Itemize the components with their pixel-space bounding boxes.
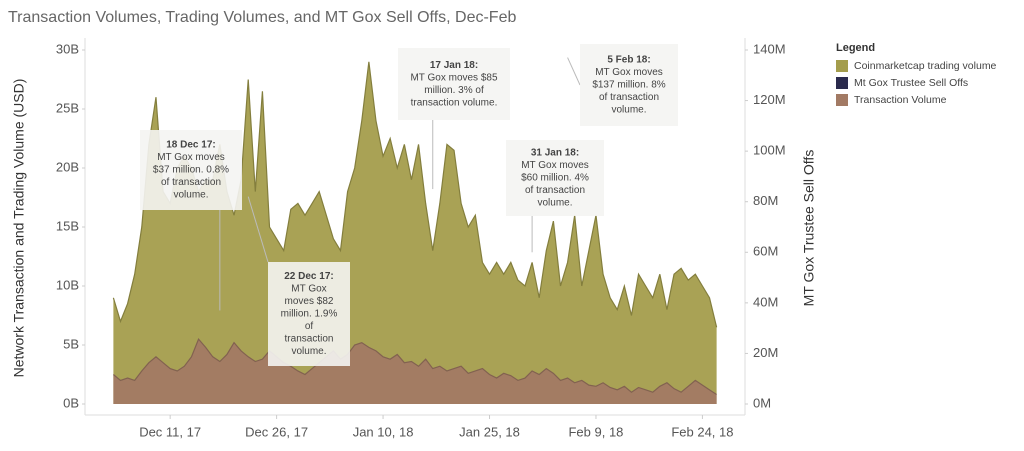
x-tick-label: Dec 11, 17 [139, 424, 201, 439]
y2-tick-label: 0M [753, 395, 771, 410]
annotation-text: 22 Dec 17: [284, 271, 333, 282]
y-tick-label: 15B [56, 218, 79, 233]
annotation-leader [567, 57, 581, 86]
annotation-box [506, 140, 604, 216]
x-tick-label: Jan 25, 18 [459, 424, 520, 439]
x-tick-label: Jan 10, 18 [353, 424, 414, 439]
annotation-text: 17 Jan 18: [430, 60, 478, 71]
annotation-text: volume. [537, 198, 572, 209]
y-tick-label: 5B [63, 336, 79, 351]
annotation-text: MT Gox moves $85 [410, 72, 498, 83]
annotation-text: 5 Feb 18: [607, 55, 650, 66]
y2-tick-label: 80M [753, 193, 778, 208]
annotation-text: 18 Dec 17: [166, 140, 215, 151]
annotation-box [398, 48, 510, 120]
area-line [113, 337, 717, 396]
y2-tick-label: 20M [753, 345, 778, 360]
annotation-text: of [305, 321, 314, 332]
annotation-text: volume. [611, 105, 646, 116]
annotation-box [140, 130, 242, 210]
area [113, 61, 717, 405]
annotation-text: volume. [173, 190, 208, 201]
legend-swatch [836, 60, 848, 72]
annotation-text: $137 million. 8% [592, 80, 665, 91]
legend-swatch [836, 77, 848, 89]
annotation-text: volume. [291, 346, 326, 357]
y-tick-label: 0B [63, 395, 79, 410]
annotation-text: of transaction [599, 92, 659, 103]
area [113, 339, 717, 404]
annotation-text: MT Gox moves [521, 160, 589, 171]
annotation-box [268, 262, 350, 366]
legend-label: Mt Gox Trustee Sell Offs [854, 77, 968, 89]
y2-tick-label: 60M [753, 244, 778, 259]
annotation-text: million. 3% of [424, 85, 484, 96]
x-tick-label: Feb 9, 18 [568, 424, 623, 439]
annotation-text: of transaction [525, 185, 585, 196]
annotation-leader [247, 196, 269, 263]
annotation-text: million. 1.9% [281, 309, 338, 320]
legend-title: Legend [836, 42, 875, 54]
annotation-text: transaction volume. [411, 97, 498, 108]
chart-title: Transaction Volumes, Trading Volumes, an… [8, 9, 516, 26]
annotation-text: 31 Jan 18: [531, 148, 579, 159]
y-tick-label: 25B [56, 100, 79, 115]
annotation-box [580, 44, 678, 126]
y2-tick-label: 140M [753, 41, 786, 56]
annotation-text: MT Gox moves [595, 67, 663, 78]
annotation-text: $37 million. 0.8% [153, 165, 229, 176]
y-tick-label: 30B [56, 41, 79, 56]
y-tick-label: 10B [56, 277, 79, 292]
annotation-text: MT Gox [291, 284, 326, 295]
annotation-text: $60 million. 4% [521, 173, 589, 184]
y2-axis-label: MT Gox Trustee Sell Offs [801, 150, 817, 307]
legend-label: Transaction Volume [854, 94, 947, 106]
y2-tick-label: 100M [753, 143, 786, 158]
annotation-text: of transaction [161, 177, 221, 188]
legend-swatch [836, 94, 848, 106]
y2-tick-label: 120M [753, 92, 786, 107]
y-tick-label: 20B [56, 159, 79, 174]
annotation-text: moves $82 [285, 296, 334, 307]
annotation-text: transaction [285, 334, 334, 345]
y2-tick-label: 40M [753, 294, 778, 309]
x-tick-label: Dec 26, 17 [245, 424, 308, 439]
y-axis-label: Network Transaction and Trading Volume (… [11, 79, 27, 378]
annotation-text: MT Gox moves [157, 152, 225, 163]
x-tick-label: Feb 24, 18 [671, 424, 733, 439]
legend-label: Coinmarketcap trading volume [854, 60, 997, 72]
